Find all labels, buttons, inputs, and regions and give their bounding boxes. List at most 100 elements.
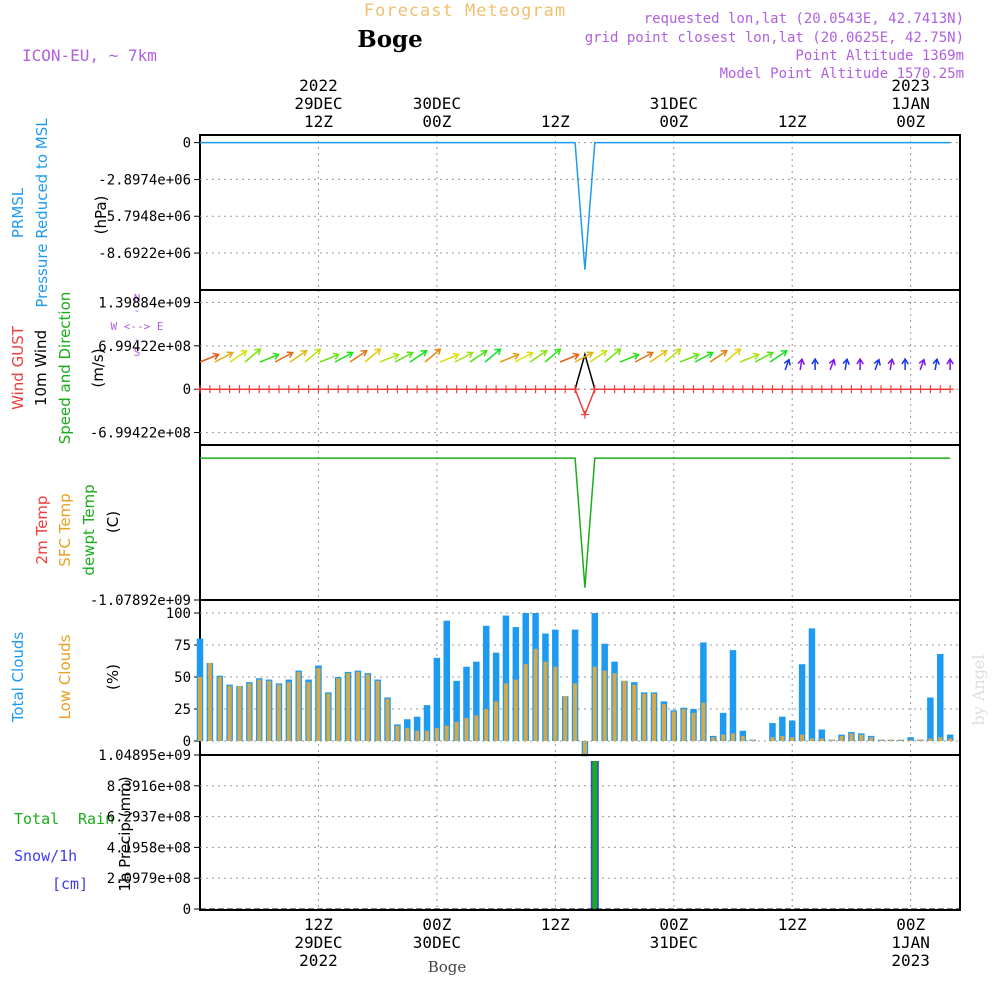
precip-ytick-label: 6.2937e+08 xyxy=(107,810,191,826)
total-cloud-bar xyxy=(453,680,460,741)
compass-we: W <--> E xyxy=(111,320,164,333)
wind-arrow-head xyxy=(332,352,340,360)
low-cloud-bar xyxy=(375,680,380,741)
low-cloud-bar xyxy=(632,684,637,741)
bottom-time-label: 31DEC xyxy=(650,933,698,952)
low-cloud-bar xyxy=(592,666,597,741)
temp-panel: -1.07892e+09 xyxy=(90,444,961,609)
wind-arrow-head xyxy=(918,358,926,366)
low-cloud-bar xyxy=(306,682,311,741)
wind-direction-arrow xyxy=(544,348,561,363)
low-cloud-bar xyxy=(948,738,953,741)
wind-arrow-head xyxy=(406,351,414,359)
pressure-panel-labels: PRMSL Pressure Reduced to MSL (hPa) xyxy=(9,118,110,308)
wind-direction-arrow xyxy=(289,350,308,363)
low-cloud-bar xyxy=(237,685,242,741)
wind-arrow-head xyxy=(572,352,580,360)
low-cloud-bar xyxy=(454,721,459,741)
pressure-msl-label: Pressure Reduced to MSL xyxy=(33,118,51,308)
precip-ytick-label: 1.04895e+09 xyxy=(98,748,191,764)
clouds-panel-labels: Total Clouds Low Clouds (%) xyxy=(9,632,122,724)
wind-direction-arrow xyxy=(424,348,441,363)
low-cloud-bar xyxy=(671,711,676,741)
temp-dewpt-label: dewpt Temp xyxy=(80,484,98,575)
precip-cm-label: [cm] xyxy=(52,875,88,893)
wind-direction-arrow xyxy=(499,353,519,363)
wind-direction-arrow xyxy=(529,350,548,363)
wind-direction-arrow xyxy=(664,348,681,363)
low-cloud-bar xyxy=(879,739,884,741)
wind-arrow-head xyxy=(554,348,562,356)
wind-arrow-head xyxy=(540,350,548,357)
wind-arrow-head xyxy=(706,351,714,359)
wind-direction-arrow xyxy=(439,353,459,363)
top-time-label: 2023 xyxy=(891,76,930,95)
wind-direction-arrow xyxy=(454,351,474,363)
total-cloud-bar xyxy=(700,642,707,741)
low-cloud-bar xyxy=(711,737,716,741)
wind-arrow-head xyxy=(360,350,368,357)
wind-direction-arrow xyxy=(724,348,741,363)
low-cloud-bar xyxy=(464,717,469,741)
precip-unit: 1h Precip (mm) xyxy=(116,776,134,891)
low-cloud-bar xyxy=(681,709,686,741)
wind-direction-arrow xyxy=(214,351,234,363)
wind-direction-arrow xyxy=(244,348,261,363)
precip-ytick-label: 0 xyxy=(183,902,191,918)
bottom-time-label: 30DEC xyxy=(413,933,461,952)
low-cloud-bar xyxy=(286,682,291,741)
top-time-label: 00Z xyxy=(659,112,688,131)
low-cloud-bar xyxy=(523,664,528,741)
top-time-label: 1JAN xyxy=(891,94,930,113)
total-cloud-bar xyxy=(413,716,421,741)
wind-arrow-head xyxy=(873,358,881,366)
total-cloud-bar xyxy=(502,615,510,741)
wind-arrow-head xyxy=(494,348,502,356)
wind-direction-arrow xyxy=(199,353,219,363)
wind-gust-label: Wind GUST xyxy=(9,325,27,410)
precip-ytick-label: 8.3916e+08 xyxy=(107,779,191,795)
watermark: by Angel xyxy=(969,654,988,725)
total-cloud-bar xyxy=(788,720,796,741)
compass-s: S xyxy=(134,346,141,359)
bottom-time-label: 00Z xyxy=(422,915,451,934)
wind-arrow-head xyxy=(720,350,728,357)
low-cloud-bar xyxy=(721,734,726,741)
low-cloud-bar xyxy=(355,671,360,741)
total-cloud-bar xyxy=(907,737,914,741)
total-cloud-bar xyxy=(808,628,816,741)
low-cloud-bar xyxy=(819,738,824,741)
wind-unit: (m/s) xyxy=(89,348,107,387)
bottom-time-label: 1JAN xyxy=(891,933,930,952)
temp-2m-label: 2m Temp xyxy=(33,496,51,565)
low-cloud-bar xyxy=(730,733,735,741)
wind-direction-arrow xyxy=(274,351,294,363)
wind-direction-arrow xyxy=(604,348,621,363)
pressure-ytick-label: -2.8974e+06 xyxy=(98,172,191,188)
clouds-ytick-label: 0 xyxy=(183,734,191,750)
clouds-panel: 100 75 50 25 0 xyxy=(166,599,961,757)
low-cloud-bar xyxy=(612,673,617,741)
low-cloud-bar xyxy=(622,680,627,741)
wind-arrow-head xyxy=(240,350,248,357)
wind-arrow-head xyxy=(300,350,308,357)
precip-ytick-label: 2.0979e+08 xyxy=(107,871,191,887)
compass-n: N xyxy=(134,292,141,305)
top-time-label: 00Z xyxy=(422,112,451,131)
wind-speed-direction-label: Speed and Direction xyxy=(56,292,74,445)
low-cloud-bar xyxy=(800,734,805,741)
clouds-ytick-label: 75 xyxy=(174,638,191,654)
wind-direction-arrow xyxy=(514,351,534,363)
pressure-ytick-label: -8.6922e+06 xyxy=(98,246,191,262)
wind-arrow-head xyxy=(614,348,622,356)
wind-arrow-head xyxy=(420,350,428,357)
wind-direction-arrow xyxy=(394,351,414,363)
wind-direction-arrow xyxy=(484,348,501,363)
total-clouds-label: Total Clouds xyxy=(9,632,27,724)
top-time-label: 31DEC xyxy=(650,94,698,113)
low-cloud-bar xyxy=(809,738,814,741)
wind-direction-arrow xyxy=(784,359,790,371)
bottom-time-label: 12Z xyxy=(304,915,333,934)
pressure-ytick-label: -5.7948e+06 xyxy=(98,209,191,225)
bottom-time-label: 00Z xyxy=(659,915,688,934)
